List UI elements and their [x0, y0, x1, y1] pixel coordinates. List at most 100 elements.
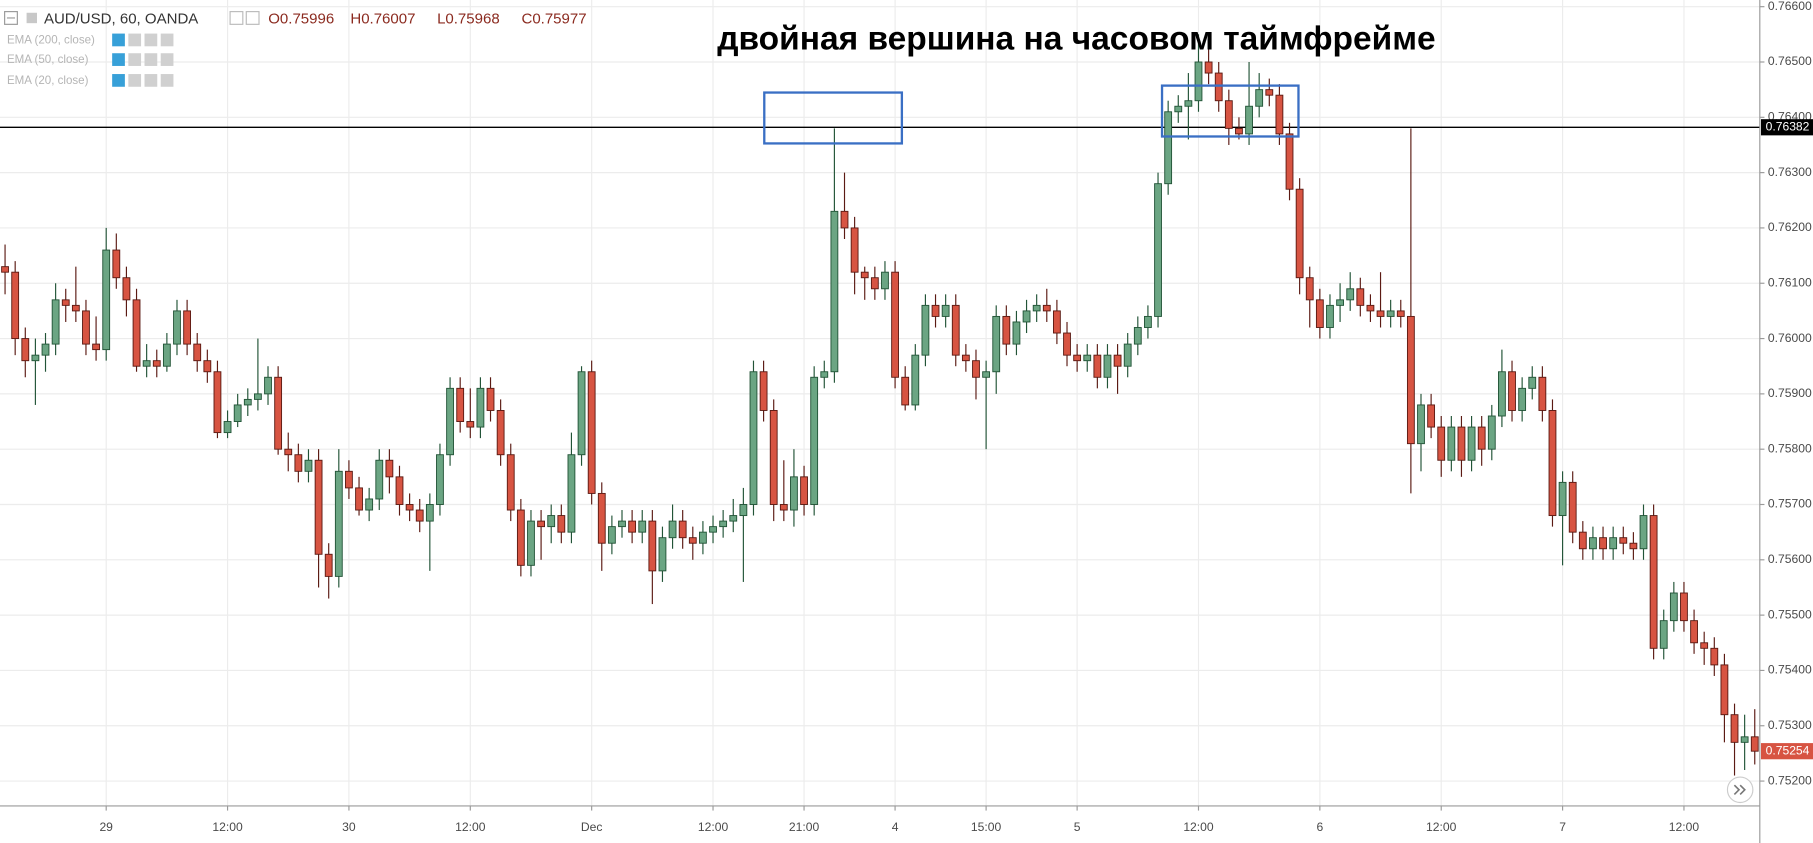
candle-body	[1255, 89, 1264, 107]
ohlc-value: H0.76007	[350, 11, 415, 28]
indicator-remove[interactable]	[160, 74, 174, 87]
candle-body	[1437, 426, 1446, 461]
candle-body	[21, 338, 30, 362]
candle-body	[607, 526, 616, 544]
y-tick-label: 0.76600	[1768, 0, 1812, 13]
candle-body	[193, 343, 202, 362]
candle-body	[1305, 277, 1314, 301]
x-tick-label: 7	[1559, 820, 1566, 834]
scroll-button[interactable]	[1726, 776, 1754, 804]
indicator-add[interactable]	[144, 53, 158, 66]
candle-body	[759, 371, 768, 411]
candle-body	[61, 299, 70, 306]
candle-body	[1073, 354, 1082, 362]
y-tick-label: 0.75400	[1768, 663, 1812, 677]
indicator-list: EMA (200, close) EMA (50, close) EMA (20…	[7, 33, 174, 87]
scroll-icon	[1733, 784, 1741, 795]
indicator-settings[interactable]	[128, 74, 142, 87]
candle-body	[891, 271, 899, 378]
annotation-box	[763, 91, 904, 145]
indicator-add[interactable]	[144, 74, 158, 87]
candle-body	[1144, 315, 1152, 328]
candle-body	[1680, 592, 1688, 622]
candle-body	[668, 520, 677, 539]
candle-body	[1336, 299, 1344, 306]
scroll-icon	[1739, 784, 1746, 795]
settings-icon[interactable]	[229, 11, 244, 25]
candle-body	[345, 470, 353, 489]
candle-body	[436, 454, 444, 505]
candle-body	[395, 476, 404, 505]
indicator-eye[interactable]	[112, 53, 125, 66]
candle-body	[1406, 315, 1415, 445]
candle-body	[699, 531, 707, 544]
symbol: AUD/USD, 60, OANDA	[44, 11, 198, 28]
indicator-remove[interactable]	[160, 33, 174, 47]
indicator-remove[interactable]	[160, 53, 174, 66]
price-label-box	[1760, 119, 1813, 136]
x-tick-label: 12:00	[1183, 820, 1214, 834]
candle-body	[931, 304, 940, 317]
candle-body	[1578, 531, 1587, 550]
candle-body	[365, 498, 374, 511]
candle-body	[1609, 537, 1618, 550]
candle-body	[769, 410, 778, 505]
candle-body	[1235, 127, 1243, 135]
candle-body	[1356, 288, 1365, 306]
candle-body	[1133, 327, 1142, 345]
y-tick-label: 0.76100	[1768, 275, 1812, 289]
candle-body	[102, 249, 111, 351]
annotation-box	[1160, 84, 1300, 138]
candle-body	[1093, 354, 1102, 378]
candle-body	[587, 371, 596, 494]
y-tick-label: 0.75800	[1768, 441, 1812, 455]
candle-body	[1295, 188, 1304, 279]
candle-body	[1164, 111, 1173, 185]
candle-body	[1275, 94, 1284, 135]
candle-body	[618, 520, 626, 528]
y-tick-label: 0.76200	[1768, 220, 1812, 234]
y-tick-label: 0.75200	[1768, 773, 1812, 787]
candle-body	[243, 398, 252, 406]
candle-body	[112, 249, 121, 279]
candle-body	[1386, 310, 1395, 317]
candle-body	[1649, 515, 1658, 649]
candle-body	[1063, 332, 1071, 356]
candle-body	[1002, 315, 1011, 345]
candle-body	[537, 520, 545, 528]
candle-body	[820, 371, 829, 378]
candle-body	[456, 387, 465, 422]
indicator-settings[interactable]	[128, 33, 142, 47]
candle-body	[1154, 183, 1162, 317]
x-tick-label: 12:00	[212, 820, 243, 834]
indicator-settings[interactable]	[128, 53, 142, 66]
indicator-add[interactable]	[144, 33, 158, 47]
collapse-icon[interactable]	[4, 11, 18, 25]
settings-icon[interactable]	[245, 11, 260, 25]
candle-body	[1477, 426, 1486, 450]
x-tick-label: 5	[1074, 820, 1081, 834]
candle-body	[1427, 404, 1436, 428]
candle-body	[638, 520, 647, 533]
candle-body	[1174, 105, 1183, 113]
price-label: 0.76382	[1766, 119, 1810, 133]
candle-body	[1639, 515, 1648, 550]
candle-body	[911, 354, 920, 406]
scroll-to-end-button[interactable]	[1726, 776, 1754, 804]
candle-body	[1, 266, 9, 273]
indicator-label: EMA (200, close)	[7, 35, 95, 47]
candle-body	[527, 520, 535, 566]
candle-body	[254, 393, 262, 400]
candle-body	[425, 504, 434, 522]
candle-body	[860, 271, 869, 279]
candle-body	[1245, 105, 1253, 135]
candle-body	[1346, 288, 1355, 301]
candle-body	[213, 371, 222, 434]
indicator-eye[interactable]	[112, 74, 125, 87]
indicator-eye[interactable]	[112, 33, 125, 47]
candle-body	[1032, 304, 1041, 312]
candle-body	[122, 277, 131, 301]
candle-body	[41, 343, 50, 356]
y-tick-label: 0.76500	[1768, 54, 1812, 68]
